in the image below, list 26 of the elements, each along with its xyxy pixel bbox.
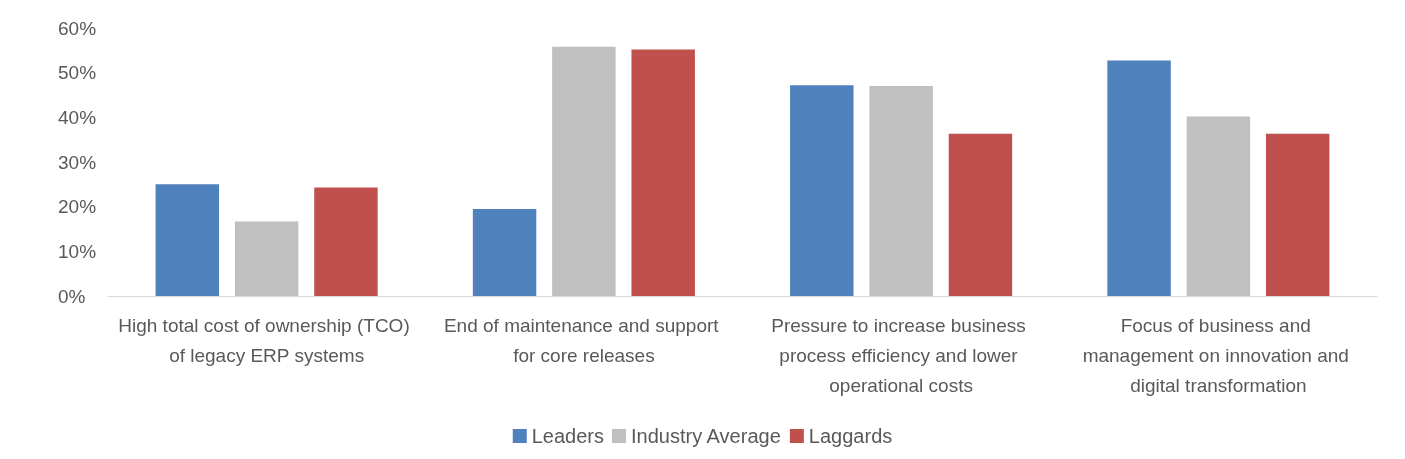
x-tick-label: Focus of business and management on innovation and digital transformation <box>1082 314 1355 396</box>
bar <box>234 221 299 296</box>
bar <box>552 46 616 296</box>
legend-label: Leaders <box>531 425 605 447</box>
y-tick-label: 10% <box>58 240 97 262</box>
y-tick-label: 40% <box>58 106 97 128</box>
bar <box>1265 133 1330 296</box>
x-tick-label: End of maintenance and support for core releases <box>443 314 724 366</box>
bar <box>1186 116 1251 296</box>
x-tick-label: Pressure to increase business process efficiency and lower operational costs <box>771 314 1032 396</box>
bar <box>631 49 695 296</box>
bar <box>1107 60 1171 296</box>
bar <box>314 187 378 296</box>
x-tick-label: High total cost of ownership (TCO) of legacy ERP systems <box>118 314 415 366</box>
y-tick-label: 30% <box>58 151 97 173</box>
y-tick-label: 60% <box>58 17 97 39</box>
y-tick-label: 20% <box>58 196 97 218</box>
bar <box>869 86 933 296</box>
bar <box>155 184 220 296</box>
y-tick-label: 50% <box>58 62 97 84</box>
bar <box>472 208 537 296</box>
legend-label: Laggards <box>808 425 893 447</box>
bar <box>948 133 1013 296</box>
bar <box>790 85 854 296</box>
legend-label: Industry Average <box>631 425 781 447</box>
y-tick-label: 0% <box>58 285 86 307</box>
